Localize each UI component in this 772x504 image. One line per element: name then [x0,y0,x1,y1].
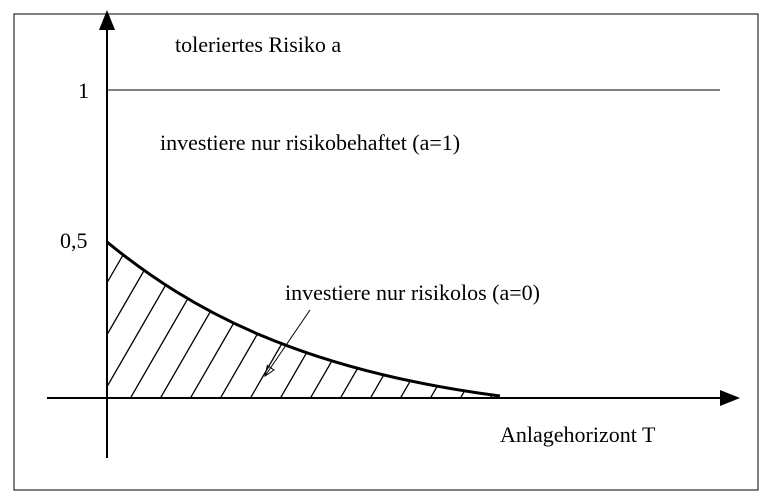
y-axis-title: toleriertes Risiko a [175,32,341,57]
region-label-risky: investiere nur risikobehaftet (a=1) [160,130,460,155]
axes [47,10,740,458]
outer-frame [14,14,758,490]
pointer-arrow [265,310,310,376]
hatched-region [0,144,772,404]
ytick-1: 1 [78,78,89,103]
region-label-riskless: investiere nur risikolos (a=0) [285,280,540,305]
ytick-0p5: 0,5 [60,228,88,253]
x-axis-title: Anlagehorizont T [500,422,656,447]
